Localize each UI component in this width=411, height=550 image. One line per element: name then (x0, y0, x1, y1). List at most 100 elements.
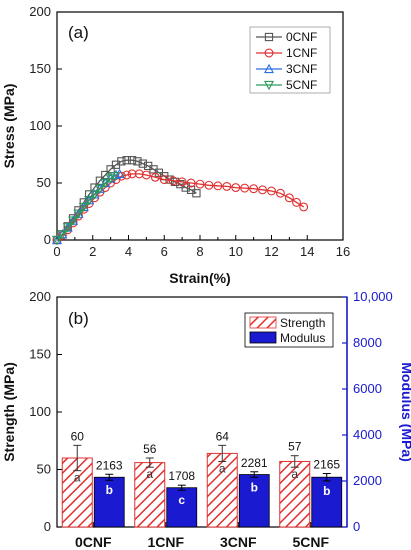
data-point (105, 174, 116, 184)
series-1CNF (52, 169, 309, 245)
x-tick-label-a: 2 (89, 244, 96, 259)
strength-bar (206, 452, 238, 528)
data-point (68, 216, 79, 226)
x-tick-label-a: 8 (196, 244, 203, 259)
strength-value-label: 56 (143, 442, 157, 456)
y2-tick-label-b: 4000 (353, 427, 382, 442)
legend-label: 3CNF (286, 62, 317, 76)
data-point (57, 230, 68, 240)
x-tick-label-a: 6 (161, 244, 168, 259)
category-label: 3CNF (220, 534, 257, 550)
x-tick-label-a: 4 (125, 244, 132, 259)
data-point (127, 156, 137, 165)
y2-tick-label-b: 8000 (353, 335, 382, 350)
category-label: 1CNF (147, 534, 184, 550)
data-point (73, 209, 84, 220)
category-label: 0CNF (75, 534, 112, 550)
y-axis-title-a: Stress (MPa) (1, 84, 17, 169)
y-tick-label-b: 150 (29, 347, 51, 362)
data-point (222, 181, 232, 191)
strength-bar-group: 57 a (279, 440, 311, 528)
y-tick-label-b: 200 (29, 289, 51, 304)
modulus-bar-group: 2281 b (238, 456, 270, 528)
strength-significance-letter: a (74, 471, 81, 485)
y-axis-title-b-left: Strength (MPa) (1, 362, 17, 462)
modulus-value-label: 1708 (168, 469, 195, 483)
strength-modulus-chart: 0 50 100 150 200 0 2000 4000 6000 8000 10,000 0CN… (1, 289, 411, 550)
modulus-significance-letter: b (106, 483, 113, 497)
strength-bar-group: 56 a (134, 442, 166, 528)
modulus-bar (93, 476, 125, 528)
y-tick-label-a: 150 (29, 61, 51, 76)
data-point (299, 202, 309, 212)
modulus-bar-group: 2163 b (93, 458, 125, 528)
legend-item-Strength: Strength (249, 316, 325, 330)
strength-bar-group: 60 a (61, 429, 93, 528)
legend-label: Strength (280, 316, 325, 330)
legend-a: 0CNF 1CNF 3CNF 5CNF (249, 26, 331, 94)
strength-significance-letter: a (146, 467, 153, 481)
data-point (204, 180, 214, 190)
data-point (109, 172, 120, 182)
data-point (168, 176, 178, 186)
legend-swatch (249, 331, 277, 344)
panel-label-a: (a) (68, 23, 89, 42)
data-point (275, 188, 285, 198)
modulus-bar (311, 476, 343, 528)
legend-item-1CNF: 1CNF (256, 46, 317, 60)
modulus-bar (238, 474, 270, 528)
legend-item-Modulus: Modulus (249, 331, 325, 345)
data-point (122, 156, 131, 165)
data-point (231, 183, 241, 193)
modulus-significance-letter: b (251, 480, 258, 494)
data-point (133, 157, 142, 166)
legend-swatch (249, 316, 277, 329)
legend-marker (263, 80, 275, 91)
panel-label-b: (b) (68, 309, 89, 328)
y-tick-label-a: 0 (44, 232, 51, 247)
data-point (100, 178, 111, 189)
data-point (292, 197, 301, 207)
strength-value-label: 60 (71, 429, 85, 443)
modulus-bar-group: 1708 c (166, 469, 198, 528)
legend-item-5CNF: 5CNF (256, 78, 317, 92)
category-label: 5CNF (292, 534, 329, 550)
data-point (186, 178, 196, 188)
x-axis-title-a: Strain(%) (169, 270, 230, 286)
legend-item-0CNF: 0CNF (256, 30, 317, 44)
data-point (195, 179, 205, 189)
x-tick-label-a: 14 (300, 244, 314, 259)
modulus-value-label: 2165 (313, 458, 340, 472)
y2-tick-label-b: 10,000 (353, 289, 393, 304)
data-point (78, 202, 89, 213)
data-point (213, 181, 223, 191)
data-point (192, 189, 201, 198)
legend-marker (264, 48, 274, 58)
y2-tick-label-b: 2000 (353, 473, 382, 488)
data-point (89, 190, 100, 200)
legend-item-3CNF: 3CNF (256, 62, 317, 76)
strength-bar (279, 460, 311, 528)
strength-significance-letter: a (291, 467, 298, 481)
y-tick-label-a: 200 (29, 4, 51, 19)
legend-box-a (249, 26, 331, 94)
strength-value-label: 57 (288, 440, 302, 454)
data-point (127, 169, 137, 179)
data-point (117, 157, 126, 166)
x-tick-label-a: 16 (336, 244, 350, 259)
data-point (141, 170, 151, 180)
stress-strain-chart: 0 2 4 6 8 10 12 14 16 0 50 100 150 200 (a) Strain(%)… (1, 4, 350, 286)
series-5CNF (51, 172, 120, 246)
strength-significance-letter: a (219, 461, 226, 475)
data-point (159, 175, 169, 185)
data-point (240, 183, 250, 193)
y-tick-label-b: 50 (37, 462, 51, 477)
series-0CNF (52, 156, 201, 245)
data-point (150, 172, 160, 182)
data-point (51, 235, 63, 246)
modulus-significance-letter: c (178, 493, 185, 507)
y2-tick-label-b: 0 (353, 519, 360, 534)
strength-bar-group: 64 a (206, 429, 238, 528)
